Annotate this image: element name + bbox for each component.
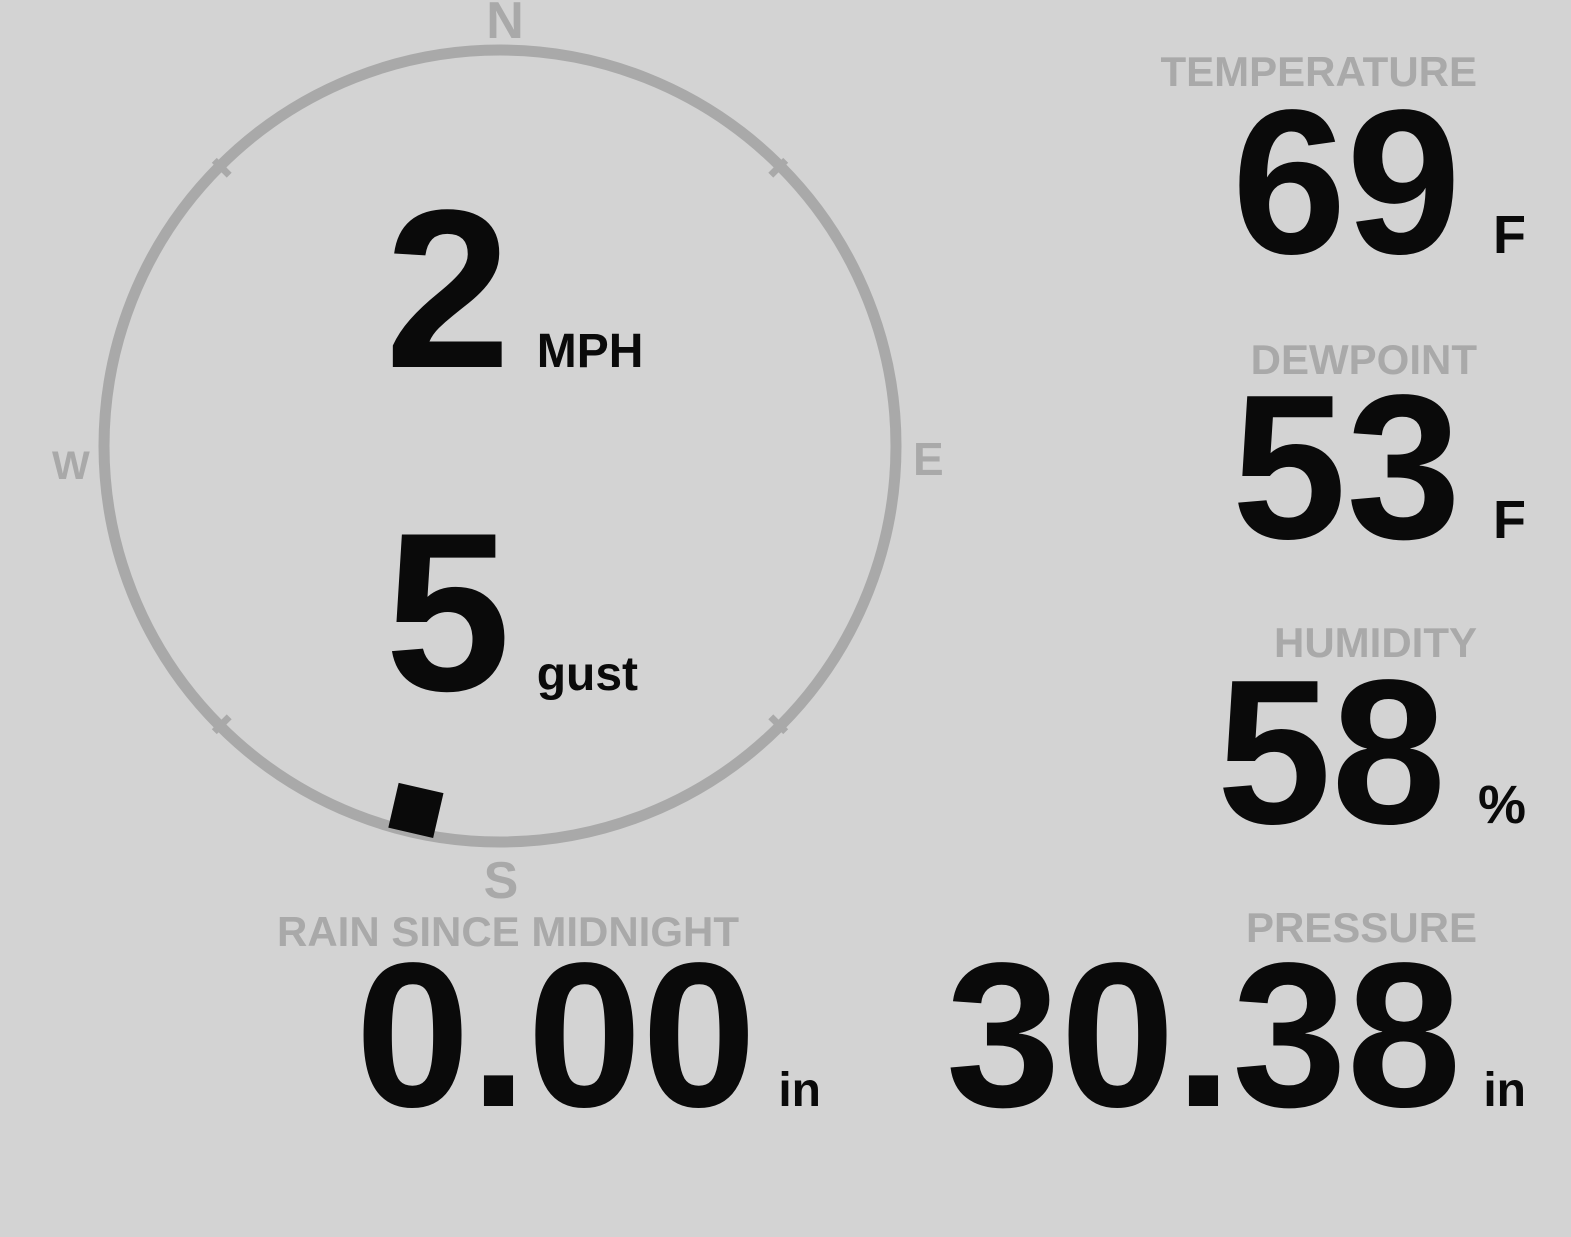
rain-value: 0.00 xyxy=(355,920,757,1150)
compass-label-west: W xyxy=(52,444,90,488)
wind-speed: 2 MPH xyxy=(385,176,643,402)
temperature-label: TEMPERATURE xyxy=(1160,48,1477,95)
humidity-reading: 58 % xyxy=(1217,649,1526,855)
humidity-label: HUMIDITY xyxy=(1274,619,1477,666)
wind-gust: 5 gust xyxy=(385,499,638,725)
compass-label-south: S xyxy=(483,852,519,910)
wind-direction-marker-icon xyxy=(388,782,444,838)
compass-tick-se-icon xyxy=(768,714,789,735)
dewpoint-value: 53 xyxy=(1231,352,1461,582)
compass-tick-nw-icon xyxy=(211,157,232,178)
compass-ring xyxy=(98,44,902,848)
humidity-unit: % xyxy=(1477,775,1526,835)
wind-gust-value: 5 xyxy=(385,485,511,738)
wind-speed-unit: MPH xyxy=(536,325,644,378)
pressure-value: 30.38 xyxy=(945,920,1462,1150)
pressure-unit: in xyxy=(1483,1064,1526,1117)
temperature-unit: F xyxy=(1493,205,1526,265)
compass-tick-sw-icon xyxy=(211,714,232,735)
pressure-label: PRESSURE xyxy=(1245,904,1477,951)
temperature-value: 69 xyxy=(1231,67,1461,297)
temperature-reading: 69 F xyxy=(1232,79,1526,285)
pressure-reading: 30.38 in xyxy=(946,932,1526,1138)
compass-label-east: E xyxy=(913,433,944,485)
humidity-value: 58 xyxy=(1216,637,1446,867)
dewpoint-unit: F xyxy=(1493,490,1526,550)
wind-speed-value: 2 xyxy=(385,162,511,415)
rain-label: RAIN SINCE MIDNIGHT xyxy=(277,908,739,955)
dewpoint-label: DEWPOINT xyxy=(1250,336,1477,383)
dewpoint-reading: 53 F xyxy=(1232,364,1526,570)
compass-label-north: N xyxy=(486,0,524,50)
compass-tick-ne-icon xyxy=(768,157,789,178)
rain-unit: in xyxy=(778,1064,821,1117)
rain-reading: 0.00 in xyxy=(355,932,821,1138)
wind-gust-unit: gust xyxy=(536,648,639,701)
